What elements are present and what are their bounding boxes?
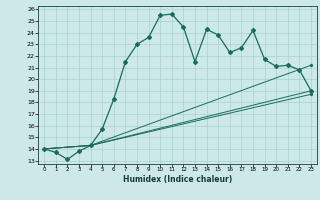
X-axis label: Humidex (Indice chaleur): Humidex (Indice chaleur)	[123, 175, 232, 184]
